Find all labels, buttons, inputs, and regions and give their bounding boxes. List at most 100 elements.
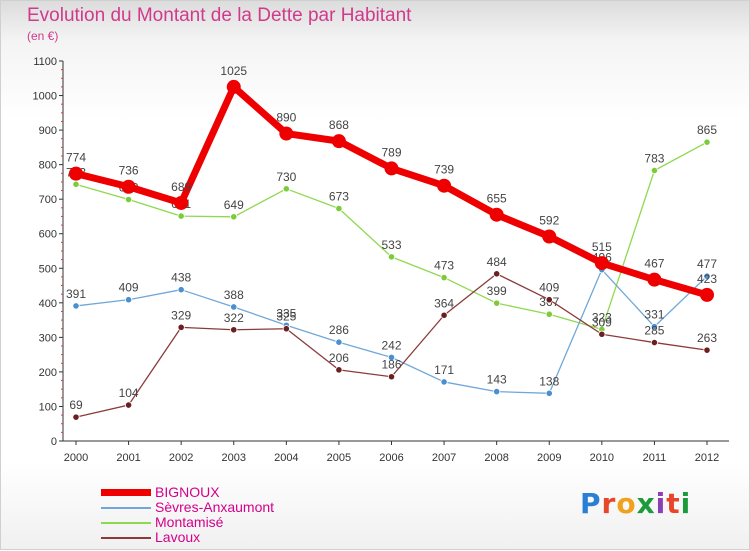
data-label-sevres-anxaumont: 477 xyxy=(697,257,717,271)
data-point-sevres-anxaumont xyxy=(230,303,238,311)
data-point-bignoux xyxy=(437,178,452,193)
logo-letter: o xyxy=(616,487,637,520)
data-label-sevres-anxaumont: 331 xyxy=(644,308,664,322)
data-point-sevres-anxaumont xyxy=(335,338,343,346)
logo-letter: t xyxy=(666,487,681,520)
data-label-bignoux: 736 xyxy=(119,164,139,178)
data-label-bignoux: 689 xyxy=(171,180,191,194)
data-label-bignoux: 655 xyxy=(487,192,507,206)
x-tick-label: 2003 xyxy=(222,452,246,464)
data-point-bignoux xyxy=(647,272,662,287)
x-tick-label: 2011 xyxy=(643,452,667,464)
data-label-bignoux: 592 xyxy=(539,213,559,227)
data-label-lavoux: 186 xyxy=(381,358,401,372)
x-tick-label: 2009 xyxy=(537,452,561,464)
data-point-bignoux xyxy=(279,126,294,141)
legend-label-montamise: Montamisé xyxy=(155,514,224,530)
data-label-lavoux: 206 xyxy=(329,351,349,365)
data-label-sevres-anxaumont: 335 xyxy=(276,306,296,320)
data-point-sevres-anxaumont xyxy=(387,353,396,361)
x-tick-label: 2005 xyxy=(327,452,351,464)
y-tick-label: 700 xyxy=(39,194,57,206)
x-tick-label: 2006 xyxy=(379,452,403,464)
data-point-sevres-anxaumont xyxy=(703,272,711,280)
data-point-lavoux xyxy=(282,325,290,333)
data-label-bignoux: 1025 xyxy=(220,64,247,78)
data-point-montamise xyxy=(545,310,553,318)
data-label-bignoux: 467 xyxy=(644,257,664,271)
data-point-lavoux xyxy=(72,413,80,421)
data-label-lavoux: 69 xyxy=(69,398,83,412)
data-label-sevres-anxaumont: 171 xyxy=(434,363,454,377)
y-tick-label: 900 xyxy=(39,125,57,137)
data-point-lavoux xyxy=(598,330,606,338)
data-label-lavoux: 322 xyxy=(224,311,244,325)
data-point-lavoux xyxy=(124,401,133,409)
x-tick-label: 2002 xyxy=(169,452,193,464)
logo-letter: P xyxy=(580,487,602,520)
y-tick-label: 600 xyxy=(39,229,57,241)
data-point-lavoux xyxy=(650,338,659,347)
y-tick-label: 800 xyxy=(39,160,57,172)
x-tick-label: 2001 xyxy=(116,452,140,464)
data-point-montamise xyxy=(124,195,133,204)
data-label-montamise: 673 xyxy=(329,190,349,204)
data-point-bignoux xyxy=(331,134,346,149)
legend-label-lavoux: Lavoux xyxy=(155,529,201,545)
data-label-montamise: 473 xyxy=(434,259,454,273)
logo-letter: r xyxy=(601,487,617,520)
data-label-sevres-anxaumont: 438 xyxy=(171,271,191,285)
data-label-montamise: 730 xyxy=(276,170,296,184)
data-label-montamise: 533 xyxy=(381,238,401,252)
data-label-sevres-anxaumont: 138 xyxy=(539,374,559,388)
data-label-bignoux: 890 xyxy=(276,111,296,125)
data-point-lavoux xyxy=(545,296,553,304)
data-label-sevres-anxaumont: 242 xyxy=(381,338,401,352)
data-label-bignoux: 515 xyxy=(592,240,612,254)
data-label-montamise: 399 xyxy=(487,284,507,298)
x-tick-label: 2007 xyxy=(432,452,456,464)
data-label-lavoux: 325 xyxy=(276,310,296,324)
data-point-sevres-anxaumont xyxy=(545,389,553,397)
x-tick-label: 2010 xyxy=(590,452,614,464)
data-point-lavoux xyxy=(335,366,343,374)
data-point-bignoux xyxy=(121,179,136,194)
data-label-lavoux: 263 xyxy=(697,331,717,345)
legend-swatch-sevres-anxaumont xyxy=(101,507,151,509)
data-point-sevres-anxaumont xyxy=(493,387,501,396)
data-point-bignoux xyxy=(226,79,241,94)
data-point-bignoux xyxy=(542,229,557,244)
chart-unit-label: (en €) xyxy=(27,29,59,43)
data-point-montamise xyxy=(703,138,711,146)
data-point-sevres-anxaumont xyxy=(650,323,659,331)
data-label-sevres-anxaumont: 286 xyxy=(329,323,349,337)
data-label-lavoux: 285 xyxy=(644,324,664,338)
data-label-bignoux: 868 xyxy=(329,118,349,132)
data-label-bignoux: 423 xyxy=(697,272,717,286)
data-point-lavoux xyxy=(387,373,396,381)
data-label-sevres-anxaumont: 391 xyxy=(66,287,86,301)
data-point-bignoux xyxy=(489,207,504,222)
data-label-montamise: 649 xyxy=(224,198,244,212)
data-point-bignoux xyxy=(384,161,399,176)
data-point-montamise xyxy=(387,253,396,261)
y-tick-label: 400 xyxy=(39,298,57,310)
data-point-montamise xyxy=(493,299,501,307)
data-point-sevres-anxaumont xyxy=(440,378,448,386)
x-tick-label: 2004 xyxy=(274,452,298,464)
data-label-lavoux: 364 xyxy=(434,296,454,310)
data-label-sevres-anxaumont: 388 xyxy=(224,288,244,302)
data-point-montamise xyxy=(72,180,80,188)
data-point-lavoux xyxy=(703,346,711,354)
data-point-sevres-anxaumont xyxy=(177,286,185,294)
data-point-lavoux xyxy=(177,323,185,331)
y-tick-label: 300 xyxy=(39,332,57,344)
data-label-montamise: 783 xyxy=(644,152,664,166)
data-label-lavoux: 309 xyxy=(592,315,612,329)
logo-letter: i xyxy=(655,487,667,520)
data-point-montamise xyxy=(650,166,659,175)
y-tick-label: 500 xyxy=(39,263,57,275)
logo-letter: x xyxy=(636,487,656,520)
